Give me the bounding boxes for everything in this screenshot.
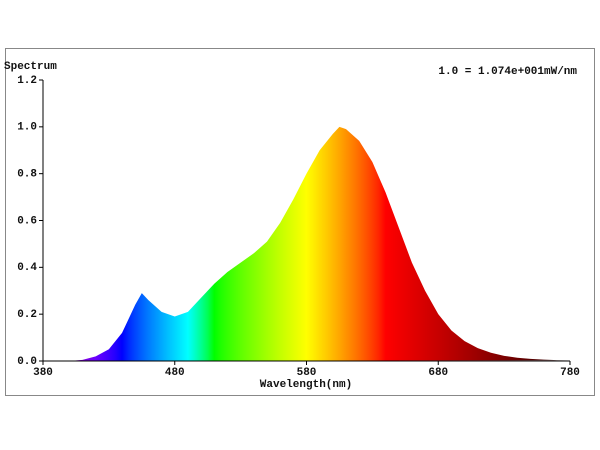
y-tick-label: 0.8 — [17, 169, 37, 181]
y-tick-label: 0.2 — [17, 309, 37, 321]
chart-title: Spectrum — [4, 61, 57, 73]
x-tick-label: 380 — [33, 367, 53, 379]
y-tick-label: 0.6 — [17, 215, 37, 227]
x-axis-label: Wavelength(nm) — [260, 379, 352, 391]
x-tick-label: 680 — [428, 367, 448, 379]
x-tick-label: 580 — [297, 367, 317, 379]
annotation: 1.0 = 1.074e+001mW/nm — [438, 66, 577, 78]
spectrum-area — [43, 126, 570, 361]
frame — [5, 48, 595, 396]
y-tick-label: 0.4 — [17, 262, 37, 274]
x-tick-label: 480 — [165, 367, 185, 379]
y-tick-label: 1.2 — [17, 75, 37, 87]
y-tick-label: 1.0 — [17, 122, 37, 134]
y-tick-label: 0.0 — [17, 356, 37, 368]
x-tick-label: 780 — [560, 367, 580, 379]
